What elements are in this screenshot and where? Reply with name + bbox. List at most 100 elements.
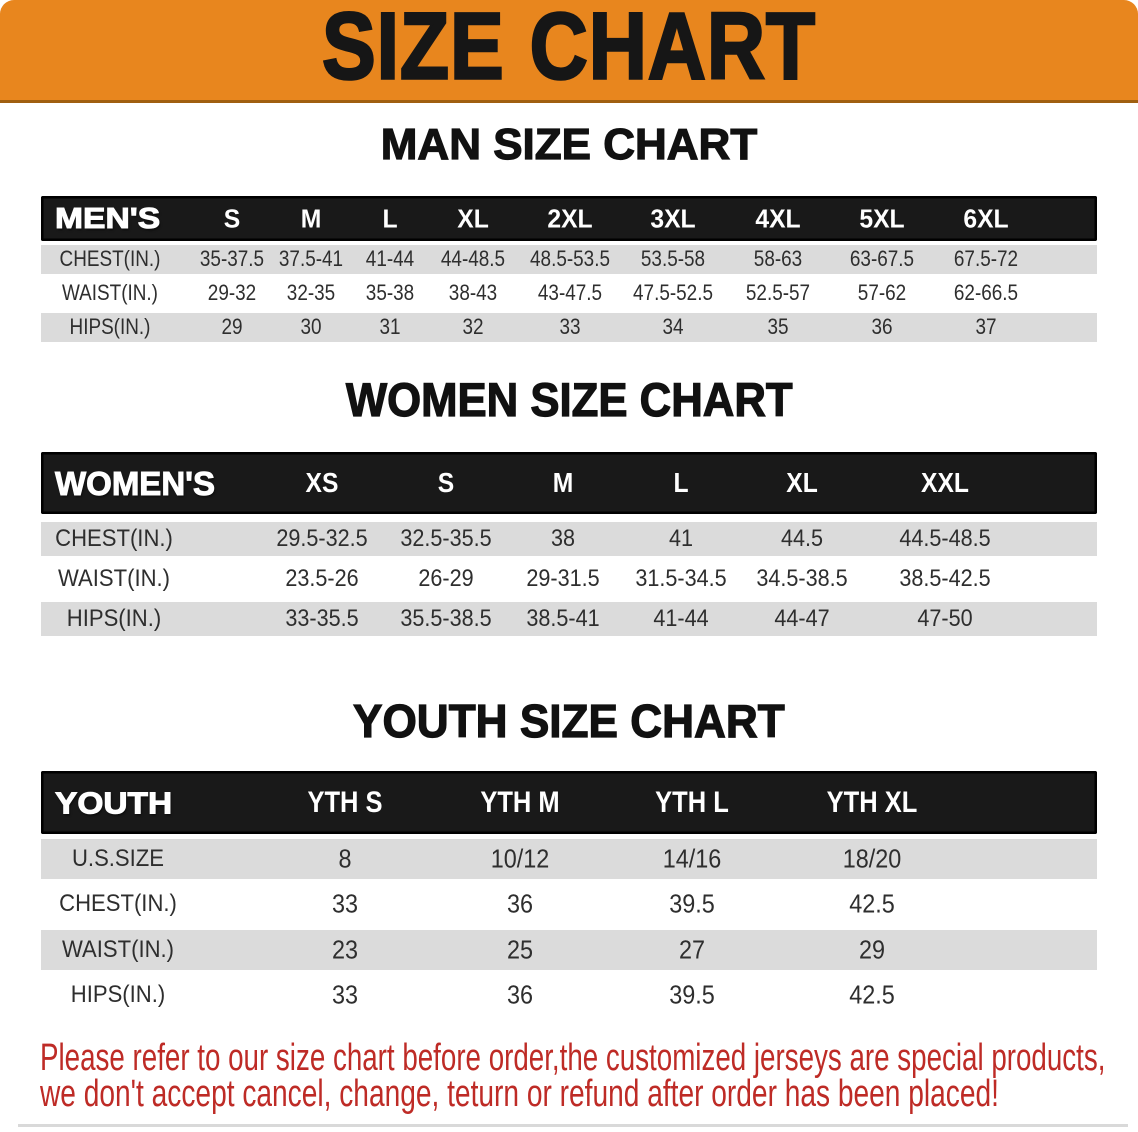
cell-value: 29 [221, 314, 243, 339]
cell-value: 41-44 [365, 246, 415, 271]
cell-value: 32-35 [286, 280, 336, 305]
section-heading-text: MAN SIZE CHART [380, 120, 758, 169]
cell-value: 41-44 [653, 605, 709, 632]
table-row: HIPS(IN.) 33-35.5 35.5-38.5 38.5-41 41-44 44-… [41, 599, 1097, 639]
youth-table-header: YOUTH YTH S YTH M YTH L YTH XL [41, 771, 1097, 834]
table-row: U.S.SIZE 8 10/12 14/16 18/20 [41, 836, 1097, 882]
cell-value: 30 [300, 314, 322, 339]
cell-value: 33 [559, 314, 581, 339]
row-label: HIPS(IN.) [70, 981, 166, 1009]
column-label: YTH M [480, 785, 560, 819]
cell-value: 29 [858, 934, 886, 965]
row-label: HIPS(IN.) [66, 605, 162, 632]
disclaimer-line-1: Please refer to our size chart before or… [40, 1037, 1106, 1079]
row-label: WAIST(IN.) [62, 280, 158, 305]
cell-value: 44.5-48.5 [899, 525, 991, 552]
cell-value: 18/20 [842, 843, 902, 874]
cell-value: 36 [506, 979, 534, 1010]
cell-value: 39.5 [669, 888, 715, 919]
bottom-edge-line [18, 1124, 1128, 1127]
cell-value: 44-47 [774, 605, 830, 632]
cell-value: 35-38 [365, 280, 415, 305]
women-table-header: WOMEN'S XS S M L XL XXL [41, 452, 1097, 514]
column-label: XS [305, 467, 339, 498]
youth-size-table: YOUTH YTH S YTH M YTH L YTH XL U.S.SIZE 8 10/12… [41, 771, 1097, 1018]
cell-value: 37.5-41 [278, 246, 344, 271]
cell-value: 34.5-38.5 [756, 565, 848, 592]
section-heading-men: MAN SIZE CHART [0, 120, 1138, 169]
cell-value: 29.5-32.5 [276, 525, 368, 552]
cell-value: 31 [379, 314, 401, 339]
column-label: YTH XL [826, 785, 918, 819]
cell-value: 34 [662, 314, 684, 339]
cell-value: 32 [462, 314, 484, 339]
cell-value: 29-31.5 [526, 565, 600, 592]
row-label: WAIST(IN.) [61, 935, 175, 963]
table-row: WAIST(IN.) 23 25 27 29 [41, 927, 1097, 973]
women-size-table: WOMEN'S XS S M L XL XXL CHEST(IN.) 29.5-32.5 32.5… [41, 452, 1097, 639]
cell-value: 38.5-41 [526, 605, 600, 632]
table-row: CHEST(IN.) 35-37.5 37.5-41 41-44 44-48.5 48.5… [41, 242, 1097, 276]
column-label: S [223, 203, 241, 233]
banner: SIZE CHART [0, 0, 1138, 103]
column-label: L [382, 203, 398, 233]
women-header-label: WOMEN'S [54, 464, 216, 502]
row-label: WAIST(IN.) [57, 565, 171, 592]
row-label: CHEST(IN.) [59, 890, 177, 918]
table-row: CHEST(IN.) 33 36 39.5 42.5 [41, 882, 1097, 928]
cell-value: 23 [331, 934, 359, 965]
cell-value: 33 [331, 979, 359, 1010]
cell-value: 47-50 [917, 605, 973, 632]
cell-value: 35.5-38.5 [400, 605, 492, 632]
column-label: 2XL [547, 203, 593, 233]
disclaimer-line-2: we don't accept cancel, change, teturn o… [40, 1073, 999, 1115]
cell-value: 36 [871, 314, 893, 339]
cell-value: 14/16 [662, 843, 722, 874]
table-row: HIPS(IN.) 33 36 39.5 42.5 [41, 973, 1097, 1019]
table-row: CHEST(IN.) 29.5-32.5 32.5-35.5 38 41 44.5 44.5… [41, 519, 1097, 559]
cell-value: 27 [678, 934, 706, 965]
cell-value: 42.5 [849, 888, 895, 919]
cell-value: 36 [506, 888, 534, 919]
column-label: S [437, 467, 455, 498]
column-label: YTH S [307, 785, 383, 819]
cell-value: 44.5 [780, 525, 824, 552]
cell-value: 32.5-35.5 [400, 525, 492, 552]
cell-value: 52.5-57 [745, 280, 811, 305]
column-label: M [552, 467, 574, 498]
column-label: 3XL [650, 203, 696, 233]
cell-value: 38.5-42.5 [899, 565, 991, 592]
cell-value: 39.5 [669, 979, 715, 1010]
column-label: 5XL [859, 203, 905, 233]
cell-value: 43-47.5 [537, 280, 603, 305]
cell-value: 26-29 [418, 565, 474, 592]
column-label: M [300, 203, 322, 233]
cell-value: 23.5-26 [285, 565, 359, 592]
section-heading-text: YOUTH SIZE CHART [353, 695, 786, 747]
cell-value: 37 [975, 314, 997, 339]
section-heading-women: WOMEN SIZE CHART [0, 374, 1138, 424]
page-title: SIZE CHART [321, 0, 817, 100]
cell-value: 67.5-72 [953, 246, 1019, 271]
men-table-header: MEN'S S M L XL 2XL 3XL 4XL 5XL 6XL [41, 196, 1097, 241]
cell-value: 38 [550, 525, 576, 552]
cell-value: 48.5-53.5 [530, 246, 610, 271]
table-row: HIPS(IN.) 29 30 31 32 33 34 35 36 37 [41, 310, 1097, 344]
row-label: HIPS(IN.) [69, 314, 151, 339]
row-label: CHEST(IN.) [55, 525, 173, 552]
cell-value: 25 [506, 934, 534, 965]
cell-value: 33 [331, 888, 359, 919]
men-size-table: MEN'S S M L XL 2XL 3XL 4XL 5XL 6XL CHEST(IN.) 35-37… [41, 196, 1097, 344]
cell-value: 35-37.5 [199, 246, 265, 271]
section-heading-youth: YOUTH SIZE CHART [0, 695, 1138, 747]
row-label: CHEST(IN.) [59, 246, 161, 271]
row-label: U.S.SIZE [71, 844, 165, 872]
column-label: XL [457, 203, 489, 233]
column-label: YTH L [655, 785, 729, 819]
column-label: XL [786, 467, 818, 498]
table-row: WAIST(IN.) 29-32 32-35 35-38 38-43 43-47.5 47.… [41, 276, 1097, 310]
column-label: XXL [921, 467, 969, 498]
column-label: 4XL [755, 203, 801, 233]
cell-value: 31.5-34.5 [635, 565, 727, 592]
